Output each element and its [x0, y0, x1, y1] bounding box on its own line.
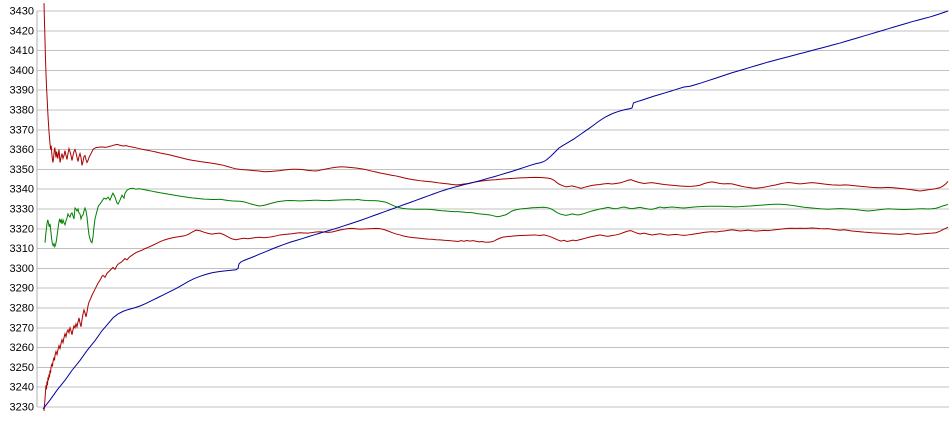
y-axis-tick-label: 3280 [10, 303, 34, 315]
y-axis-tick-label: 3400 [10, 65, 34, 77]
y-axis-tick-label: 3390 [10, 85, 34, 97]
y-axis-tick-label: 3300 [10, 263, 34, 275]
y-axis-tick-label: 3240 [10, 382, 34, 394]
y-axis-tick-label: 3430 [10, 6, 34, 18]
y-axis-tick-label: 3340 [10, 184, 34, 196]
y-axis-tick-label: 3380 [10, 105, 34, 117]
y-axis-tick-label: 3350 [10, 164, 34, 176]
y-axis-tick-label: 3420 [10, 25, 34, 37]
y-axis-tick-label: 3360 [10, 144, 34, 156]
series-upper-red-band [43, 3, 949, 192]
y-axis-tick-label: 3270 [10, 322, 34, 334]
y-axis-tick-label: 3250 [10, 362, 34, 374]
y-axis-tick-label: 3370 [10, 124, 34, 136]
y-axis-tick-label: 3260 [10, 342, 34, 354]
y-axis-tick-label: 3290 [10, 283, 34, 295]
y-axis-tick-label: 3230 [10, 402, 34, 414]
y-axis-tick-label: 3330 [10, 204, 34, 216]
y-axis-tick-label: 3410 [10, 45, 34, 57]
series-lower-red-band [43, 226, 949, 412]
y-axis-tick-label: 3310 [10, 243, 34, 255]
series-blue-rising-line [42, 10, 949, 410]
series-green-middle-line [44, 187, 949, 249]
y-axis-tick-label: 3320 [10, 223, 34, 235]
